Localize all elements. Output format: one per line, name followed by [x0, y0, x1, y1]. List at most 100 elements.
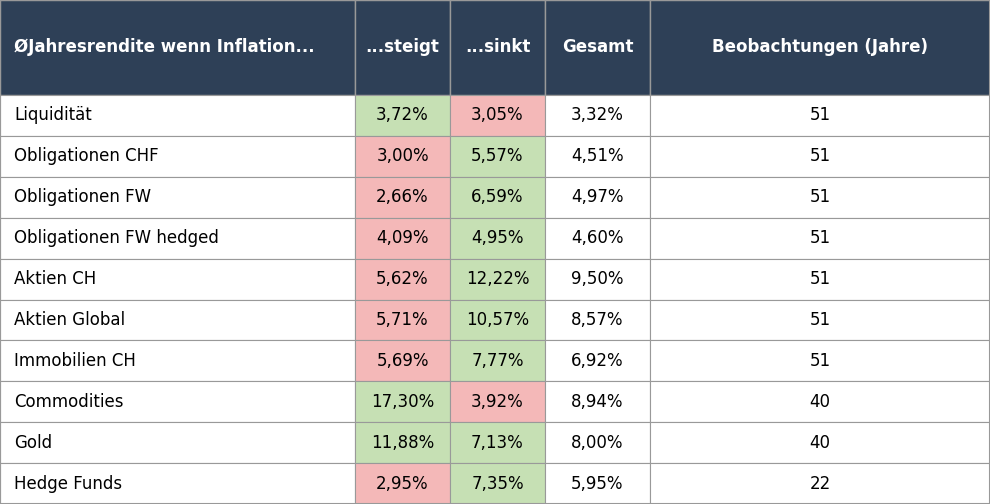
- Text: ...sinkt: ...sinkt: [465, 38, 531, 56]
- Text: ØJahresrendite wenn Inflation...: ØJahresrendite wenn Inflation...: [14, 38, 315, 56]
- Text: 2,95%: 2,95%: [376, 475, 429, 492]
- Bar: [355, 177, 450, 218]
- Text: 10,57%: 10,57%: [466, 311, 529, 329]
- Text: 12,22%: 12,22%: [465, 270, 530, 288]
- Bar: [0, 463, 355, 504]
- Bar: [450, 299, 545, 340]
- Text: 51: 51: [810, 311, 831, 329]
- Bar: [545, 136, 650, 177]
- Bar: [650, 340, 990, 382]
- Text: 3,05%: 3,05%: [471, 106, 524, 124]
- Text: 6,59%: 6,59%: [471, 188, 524, 206]
- Text: Hedge Funds: Hedge Funds: [14, 475, 122, 492]
- Bar: [355, 382, 450, 422]
- Bar: [545, 299, 650, 340]
- Bar: [545, 463, 650, 504]
- Bar: [0, 422, 355, 463]
- Text: 3,72%: 3,72%: [376, 106, 429, 124]
- Bar: [355, 136, 450, 177]
- Text: 4,97%: 4,97%: [571, 188, 624, 206]
- Bar: [0, 382, 355, 422]
- Text: 7,35%: 7,35%: [471, 475, 524, 492]
- Text: 5,57%: 5,57%: [471, 147, 524, 165]
- Bar: [650, 299, 990, 340]
- Bar: [0, 136, 355, 177]
- Text: Immobilien CH: Immobilien CH: [14, 352, 136, 370]
- Text: Beobachtungen (Jahre): Beobachtungen (Jahre): [712, 38, 928, 56]
- Bar: [545, 340, 650, 382]
- Text: 22: 22: [810, 475, 831, 492]
- Text: 51: 51: [810, 147, 831, 165]
- Bar: [450, 136, 545, 177]
- Text: 9,50%: 9,50%: [571, 270, 624, 288]
- Bar: [545, 177, 650, 218]
- Text: 17,30%: 17,30%: [371, 393, 435, 411]
- Text: 7,77%: 7,77%: [471, 352, 524, 370]
- Bar: [545, 382, 650, 422]
- Text: 8,94%: 8,94%: [571, 393, 624, 411]
- Text: 51: 51: [810, 188, 831, 206]
- Bar: [0, 340, 355, 382]
- Text: Liquidität: Liquidität: [14, 106, 92, 124]
- Bar: [450, 259, 545, 299]
- Bar: [545, 259, 650, 299]
- Bar: [650, 0, 990, 95]
- Text: Aktien CH: Aktien CH: [14, 270, 96, 288]
- Bar: [355, 463, 450, 504]
- Bar: [0, 259, 355, 299]
- Text: Obligationen FW: Obligationen FW: [14, 188, 151, 206]
- Text: 3,32%: 3,32%: [571, 106, 624, 124]
- Text: 3,00%: 3,00%: [376, 147, 429, 165]
- Bar: [650, 95, 990, 136]
- Bar: [450, 0, 545, 95]
- Bar: [0, 0, 355, 95]
- Text: 5,95%: 5,95%: [571, 475, 624, 492]
- Text: 5,69%: 5,69%: [376, 352, 429, 370]
- Bar: [650, 259, 990, 299]
- Text: 4,60%: 4,60%: [571, 229, 624, 247]
- Bar: [650, 422, 990, 463]
- Text: 7,13%: 7,13%: [471, 433, 524, 452]
- Bar: [545, 95, 650, 136]
- Bar: [545, 0, 650, 95]
- Bar: [545, 218, 650, 259]
- Text: Gold: Gold: [14, 433, 52, 452]
- Bar: [0, 218, 355, 259]
- Text: 51: 51: [810, 229, 831, 247]
- Bar: [450, 382, 545, 422]
- Text: 11,88%: 11,88%: [371, 433, 435, 452]
- Text: 51: 51: [810, 270, 831, 288]
- Text: 4,09%: 4,09%: [376, 229, 429, 247]
- Text: 5,62%: 5,62%: [376, 270, 429, 288]
- Text: 4,95%: 4,95%: [471, 229, 524, 247]
- Bar: [545, 422, 650, 463]
- Text: 40: 40: [810, 433, 831, 452]
- Text: 51: 51: [810, 352, 831, 370]
- Bar: [450, 177, 545, 218]
- Text: 51: 51: [810, 106, 831, 124]
- Bar: [355, 0, 450, 95]
- Bar: [0, 95, 355, 136]
- Bar: [450, 422, 545, 463]
- Bar: [450, 463, 545, 504]
- Text: Obligationen CHF: Obligationen CHF: [14, 147, 158, 165]
- Text: 5,71%: 5,71%: [376, 311, 429, 329]
- Bar: [355, 218, 450, 259]
- Bar: [355, 95, 450, 136]
- Bar: [650, 463, 990, 504]
- Text: 40: 40: [810, 393, 831, 411]
- Text: 6,92%: 6,92%: [571, 352, 624, 370]
- Text: Obligationen FW hedged: Obligationen FW hedged: [14, 229, 219, 247]
- Bar: [450, 218, 545, 259]
- Bar: [650, 136, 990, 177]
- Text: Commodities: Commodities: [14, 393, 124, 411]
- Bar: [450, 95, 545, 136]
- Bar: [450, 340, 545, 382]
- Bar: [355, 259, 450, 299]
- Text: 8,57%: 8,57%: [571, 311, 624, 329]
- Bar: [0, 177, 355, 218]
- Bar: [355, 299, 450, 340]
- Text: 4,51%: 4,51%: [571, 147, 624, 165]
- Text: ...steigt: ...steigt: [365, 38, 440, 56]
- Bar: [650, 382, 990, 422]
